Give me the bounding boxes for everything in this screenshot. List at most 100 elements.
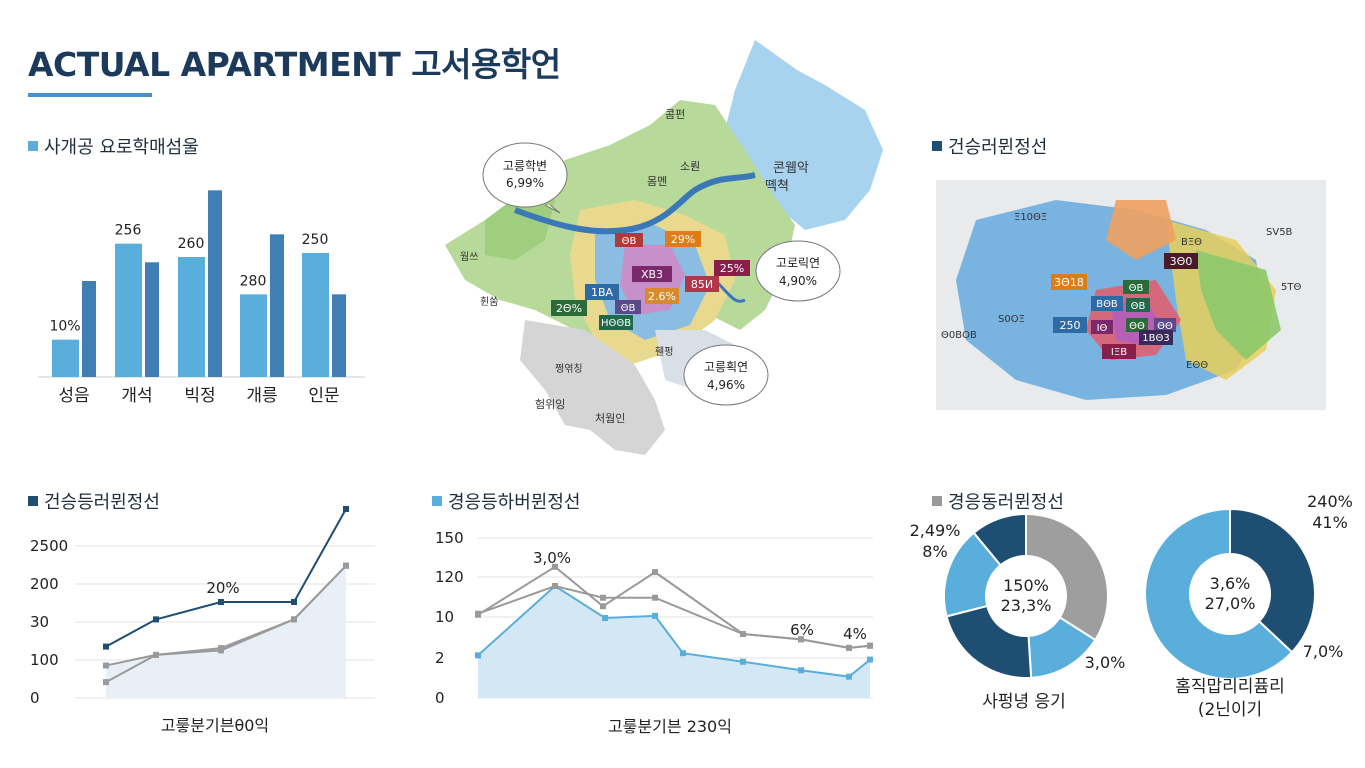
svg-text:25%: 25% bbox=[720, 262, 744, 275]
line-point bbox=[103, 643, 109, 650]
right-map-title-text: 건승러뮌정선 bbox=[948, 137, 1048, 158]
right-map-tag: ΒΘΒ bbox=[1091, 296, 1123, 311]
right-map-green-area bbox=[1196, 250, 1281, 360]
area-gray-point bbox=[652, 569, 658, 576]
map-tag: 2Θ% bbox=[551, 300, 587, 316]
area-gray-point bbox=[600, 594, 606, 601]
area-gray-series bbox=[477, 584, 871, 649]
map-callout: 고릉획연 4,96% bbox=[683, 344, 769, 406]
line-point bbox=[218, 647, 224, 654]
right-map-place: SV5Β bbox=[1266, 227, 1293, 238]
line-chart-title: 건승등러뮌정선 bbox=[28, 488, 160, 514]
area-ytick: 0 bbox=[435, 689, 445, 707]
donut-caption: 홈직맙리리퓸리 bbox=[1175, 677, 1284, 697]
area-point bbox=[740, 658, 746, 665]
donut-charts: 150%23,3% 2,49% 8% 3,0% 사펑녕 응기 3,6%27,0% 240% 4… bbox=[910, 492, 1353, 720]
donut-slice bbox=[1144, 507, 1294, 680]
right-map-tag: ΘΒ bbox=[1126, 298, 1150, 312]
bar bbox=[208, 190, 222, 377]
line-point bbox=[103, 662, 109, 669]
right-map-place: ΒΞΘ bbox=[1181, 237, 1202, 248]
donut-caption: 사펑녕 응기 bbox=[982, 692, 1066, 712]
area-annotation: 6% bbox=[790, 621, 814, 639]
map-tag: 29% bbox=[665, 231, 701, 247]
bar-data-label: 256 bbox=[115, 223, 142, 239]
right-map-tag: ΙΞΒ bbox=[1102, 344, 1136, 359]
bar bbox=[240, 294, 267, 377]
line-chart-title-text: 건승등러뮌정선 bbox=[44, 492, 160, 513]
map-land-green-2 bbox=[485, 190, 555, 260]
bar-tick-label: 개릉 bbox=[246, 386, 277, 406]
line-xlabel: 고릏분기븐θ0익 bbox=[161, 716, 269, 735]
right-map-place: Θ0ΒΟΒ bbox=[941, 330, 977, 341]
svg-text:ΘΘ: ΘΘ bbox=[1129, 321, 1145, 332]
bar-chart: 10% 성음 256 개석 260 빅정 280 개릉 250 인문 bbox=[38, 190, 365, 406]
map-place-label: 뗵쳑 bbox=[765, 179, 789, 194]
line-point bbox=[291, 598, 297, 605]
line-point bbox=[103, 679, 109, 686]
bar bbox=[145, 262, 159, 377]
bar bbox=[52, 339, 79, 377]
donut-center-label: 3,6% bbox=[1210, 574, 1251, 593]
line-point bbox=[343, 506, 349, 512]
bar bbox=[178, 257, 205, 377]
right-map-tag: 1ΒΘ3 bbox=[1139, 330, 1173, 345]
map-place-label: 콘웸악 bbox=[773, 161, 809, 176]
donut-slice bbox=[972, 512, 1027, 567]
donut-legend-square bbox=[932, 496, 942, 506]
svg-text:ΒΘΒ: ΒΘΒ bbox=[1096, 299, 1118, 310]
area-legend-square bbox=[432, 496, 442, 506]
line-area-fill bbox=[106, 565, 346, 698]
map-place-label: 험위잉 bbox=[535, 398, 565, 411]
map-place-label: 웜쓰 bbox=[460, 251, 478, 263]
map-place-label: 콤펀 bbox=[665, 108, 685, 121]
line-chart: 2500 200 30 100 0 20% 고릏분기븐θ0익 bbox=[30, 506, 375, 735]
area-point bbox=[846, 673, 852, 680]
right-map-tag: ΘΘ bbox=[1126, 318, 1148, 332]
map-place-label: 쩡엮칭 bbox=[555, 363, 583, 375]
area-chart-title: 경응등하버뮌정선 bbox=[432, 488, 580, 514]
map-place-label: 휜쑴 bbox=[480, 296, 498, 308]
svg-text:1ΒΘ3: 1ΒΘ3 bbox=[1142, 333, 1169, 344]
right-map-tag: ΙΘ bbox=[1091, 320, 1113, 334]
area-annotation: 3,0% bbox=[533, 549, 571, 567]
donut-slice-label: 2,49% bbox=[910, 521, 961, 540]
map-place-label: 처웜인 bbox=[595, 412, 625, 425]
svg-text:고릉획연: 고릉획연 bbox=[704, 360, 748, 374]
right-map-orange-area bbox=[1106, 200, 1176, 260]
bar-data-label: 280 bbox=[240, 273, 267, 289]
svg-text:ΙΘ: ΙΘ bbox=[1097, 323, 1108, 334]
area-chart: 150 120 10 2 0 3,0% 6% 4% 고릏분기븐 230익 bbox=[435, 529, 873, 736]
right-map-place: ΕΘΘ bbox=[1186, 360, 1208, 371]
bar-legend-square bbox=[28, 141, 38, 151]
donut-slice-label: 240% bbox=[1307, 492, 1353, 511]
map-place-label: 소뤈 bbox=[680, 160, 700, 173]
donut-caption: (2닌이기 bbox=[1198, 700, 1262, 720]
right-map: SV5Β 5ΤΘ Ξ10ΘΞ ΒΞΘ Θ0ΒΟΒ S0ΟΞ ΕΘΘ 3Θ0 3Θ… bbox=[936, 180, 1326, 410]
bar bbox=[115, 243, 142, 377]
right-map-legend-square bbox=[932, 141, 942, 151]
bar-tick-label: 인문 bbox=[308, 386, 339, 406]
donut-slice-label: 41% bbox=[1312, 513, 1348, 532]
svg-text:4,90%: 4,90% bbox=[779, 274, 817, 288]
svg-text:ΘΒ: ΘΒ bbox=[621, 303, 636, 314]
bar-tick-label: 빅정 bbox=[184, 386, 215, 406]
area-gray-point bbox=[475, 610, 481, 617]
svg-text:고릉학변: 고릉학변 bbox=[503, 159, 547, 173]
svg-text:ΘΒ: ΘΒ bbox=[1129, 283, 1144, 294]
map-tag: ΗΘΘΒ bbox=[599, 315, 633, 330]
line-point bbox=[218, 598, 224, 605]
line-point bbox=[343, 562, 349, 569]
area-gray-point bbox=[552, 563, 558, 570]
line-point bbox=[291, 616, 297, 623]
line-ytick: 0 bbox=[30, 689, 40, 707]
area-point bbox=[798, 667, 804, 674]
donut-slice bbox=[1025, 512, 1109, 642]
svg-text:85И: 85И bbox=[691, 278, 713, 291]
line-ytick: 200 bbox=[30, 575, 59, 593]
area-gray-point bbox=[798, 636, 804, 643]
area-gray-point bbox=[740, 631, 746, 637]
area-ytick: 10 bbox=[435, 608, 454, 626]
area-chart-title-text: 경응등하버뮌정선 bbox=[448, 492, 581, 513]
donut-center-label: 23,3% bbox=[1001, 596, 1052, 615]
